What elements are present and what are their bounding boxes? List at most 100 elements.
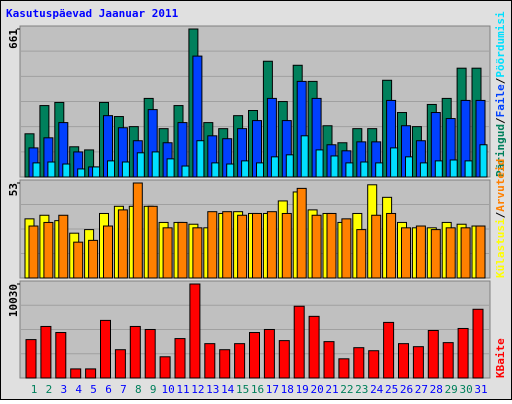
x-tick-label: 6 [105, 383, 112, 396]
bar [338, 358, 350, 379]
bar [330, 155, 339, 178]
bar [192, 227, 203, 279]
x-tick-label: 20 [310, 383, 323, 396]
bar [234, 343, 246, 379]
bar [162, 227, 173, 279]
legend-entry: KBaite [494, 338, 507, 378]
x-tick-label: 14 [221, 383, 235, 396]
bar [445, 227, 456, 279]
x-tick-label: 15 [236, 383, 249, 396]
chart-title: Kasutuspäevad Jaanuar 2011 [6, 7, 179, 20]
legend-separator: / [494, 77, 507, 84]
bar [375, 162, 384, 178]
bar [196, 140, 205, 178]
legend-entry: Külastusi [494, 218, 507, 278]
bar [263, 328, 275, 379]
bar [100, 319, 111, 379]
x-tick-label: 11 [176, 383, 189, 396]
bar [77, 168, 86, 178]
bar [25, 339, 37, 379]
x-tick-label: 31 [474, 383, 487, 396]
x-tick-label: 3 [60, 383, 67, 396]
bar [107, 160, 115, 178]
bar [412, 346, 424, 379]
bar [85, 368, 97, 379]
x-tick-label: 17 [266, 383, 279, 396]
bar [315, 149, 324, 178]
bar [427, 329, 439, 379]
x-tick-label: 26 [400, 383, 413, 396]
x-tick-label: 13 [206, 383, 219, 396]
x-tick-label: 21 [325, 383, 338, 396]
bar [117, 209, 128, 279]
bar [177, 221, 188, 279]
bar [136, 152, 145, 178]
bar [398, 343, 409, 379]
bar [326, 212, 337, 279]
x-tick-label: 29 [445, 383, 458, 396]
bar [40, 325, 52, 379]
bar [449, 159, 458, 178]
legend-entry: Arvuteid [494, 159, 507, 212]
bar [390, 147, 399, 178]
x-tick-label: 16 [251, 383, 264, 396]
bar [252, 212, 262, 279]
bar [73, 241, 84, 279]
x-tick-label: 2 [46, 383, 53, 396]
bar [281, 212, 292, 279]
bar [222, 211, 233, 279]
x-tick-label: 30 [459, 383, 472, 396]
bar [62, 163, 71, 178]
bar [475, 225, 486, 279]
bar [419, 162, 428, 178]
legend-separator: / [494, 117, 507, 124]
bar [464, 160, 473, 178]
bar [323, 341, 335, 379]
x-tick-label: 5 [90, 383, 97, 396]
y-tick-label: 53 [7, 183, 20, 196]
bar [353, 347, 365, 379]
x-tick-label: 23 [355, 383, 368, 396]
bar [293, 305, 305, 379]
bar [300, 135, 309, 178]
x-tick-label: 24 [370, 383, 384, 396]
bar [88, 239, 99, 279]
legend-separator: / [494, 211, 507, 218]
bar [129, 325, 141, 379]
bar [151, 151, 160, 178]
bar [226, 163, 235, 178]
legend: Päringud/Faile/Pöördumisi [494, 11, 507, 177]
bar [345, 162, 354, 178]
x-tick-label: 18 [281, 383, 294, 396]
x-tick-label: 4 [75, 383, 82, 396]
bar [386, 212, 397, 279]
bar [166, 158, 175, 178]
bar [278, 340, 290, 379]
bar [360, 161, 369, 178]
legend-entry: Päringud [494, 124, 507, 177]
bar [70, 368, 82, 379]
bar [211, 162, 220, 178]
bar [92, 166, 101, 178]
bar [189, 283, 201, 379]
bar [114, 349, 126, 379]
bar [285, 154, 294, 178]
x-tick-label: 27 [415, 383, 428, 396]
x-tick-label: 25 [385, 383, 398, 396]
bar [32, 162, 41, 178]
bar [296, 187, 307, 279]
bar [479, 144, 488, 178]
bar [270, 156, 279, 178]
bar [43, 221, 54, 279]
bar [174, 338, 186, 379]
y-tick-label: 661 [7, 29, 20, 49]
x-tick-label: 22 [340, 383, 353, 396]
bar [405, 156, 413, 178]
bar [28, 225, 39, 279]
x-tick-label: 9 [150, 383, 157, 396]
x-tick-label: 19 [296, 383, 309, 396]
bar [311, 214, 322, 279]
bar [356, 229, 367, 279]
bar [144, 328, 156, 379]
bar [401, 227, 411, 279]
